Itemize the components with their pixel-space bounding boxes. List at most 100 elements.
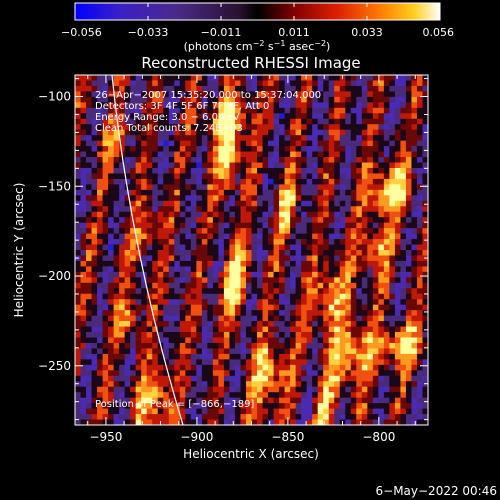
heatmap-pixel	[146, 332, 153, 338]
heatmap-pixel	[405, 167, 412, 174]
heatmap-pixel	[113, 124, 120, 131]
heatmap-pixel	[212, 337, 219, 344]
heatmap-pixel	[179, 386, 186, 393]
heatmap-pixel	[422, 206, 428, 213]
heatmap-pixel	[124, 386, 131, 393]
heatmap-pixel	[301, 228, 308, 234]
heatmap-pixel	[257, 239, 263, 245]
heatmap-pixel	[212, 293, 219, 300]
heatmap-pixel	[295, 75, 302, 81]
heatmap-pixel	[102, 370, 109, 377]
heatmap-pixel	[405, 80, 412, 87]
heatmap-pixel	[113, 173, 120, 180]
heatmap-pixel	[207, 381, 214, 388]
heatmap-pixel	[323, 184, 330, 191]
heatmap-pixel	[361, 321, 368, 327]
heatmap-pixel	[295, 315, 302, 322]
heatmap-pixel	[229, 348, 236, 355]
heatmap-pixel	[361, 157, 368, 163]
heatmap-pixel	[251, 414, 258, 420]
heatmap-pixel	[86, 80, 92, 87]
heatmap-pixel	[251, 151, 258, 158]
heatmap-pixel	[350, 260, 357, 267]
heatmap-pixel	[339, 348, 346, 355]
heatmap-pixel	[268, 255, 274, 262]
heatmap-pixel	[389, 364, 396, 371]
heatmap-pixel	[279, 321, 285, 327]
heatmap-pixel	[378, 381, 385, 388]
heatmap-pixel	[295, 332, 302, 338]
heatmap-pixel	[146, 118, 153, 125]
heatmap-pixel	[394, 107, 401, 114]
heatmap-pixel	[306, 359, 313, 366]
heatmap-pixel	[130, 419, 137, 425]
heatmap-pixel	[334, 162, 341, 169]
heatmap-pixel	[207, 146, 214, 152]
heatmap-pixel	[367, 146, 374, 152]
heatmap-pixel	[124, 85, 131, 92]
heatmap-pixel	[394, 271, 401, 278]
heatmap-pixel	[284, 233, 291, 240]
heatmap-pixel	[416, 419, 423, 425]
heatmap-pixel	[223, 326, 230, 333]
heatmap-pixel	[317, 282, 324, 289]
heatmap-pixel	[179, 408, 186, 415]
heatmap-pixel	[97, 200, 103, 207]
heatmap-pixel	[339, 162, 346, 169]
heatmap-pixel	[80, 277, 87, 284]
heatmap-pixel	[179, 102, 186, 109]
heatmap-pixel	[422, 167, 428, 174]
heatmap-pixel	[212, 222, 219, 229]
heatmap-pixel	[223, 337, 230, 344]
heatmap-pixel	[86, 419, 92, 425]
heatmap-pixel	[295, 107, 302, 114]
heatmap-pixel	[190, 293, 197, 300]
heatmap-pixel	[312, 189, 319, 196]
heatmap-pixel	[251, 200, 258, 207]
heatmap-pixel	[86, 250, 92, 256]
heatmap-pixel	[416, 348, 423, 355]
heatmap-pixel	[207, 408, 214, 415]
heatmap-pixel	[284, 315, 291, 322]
heatmap-pixel	[185, 107, 192, 114]
heatmap-pixel	[124, 124, 131, 131]
heatmap-pixel	[317, 102, 324, 109]
heatmap-pixel	[97, 293, 103, 300]
heatmap-pixel	[240, 178, 247, 185]
heatmap-pixel	[405, 135, 412, 142]
heatmap-pixel	[196, 370, 203, 377]
heatmap-pixel	[416, 408, 423, 415]
heatmap-pixel	[416, 178, 423, 185]
heatmap-pixel	[75, 91, 81, 98]
heatmap-pixel	[323, 102, 330, 109]
heatmap-pixel	[350, 381, 357, 388]
heatmap-pixel	[345, 321, 352, 327]
heatmap-pixel	[245, 304, 252, 311]
heatmap-pixel	[218, 239, 225, 245]
heatmap-pixel	[201, 85, 208, 92]
heatmap-pixel	[179, 113, 186, 120]
heatmap-pixel	[86, 359, 92, 366]
heatmap-pixel	[312, 184, 319, 191]
heatmap-pixel	[334, 140, 341, 147]
heatmap-pixel	[279, 310, 285, 317]
heatmap-pixel	[168, 414, 175, 420]
heatmap-pixel	[201, 146, 208, 152]
heatmap-pixel	[108, 200, 115, 207]
heatmap-pixel	[273, 129, 280, 136]
heatmap-pixel	[334, 348, 341, 355]
heatmap-pixel	[422, 364, 428, 371]
heatmap-pixel	[312, 277, 319, 284]
heatmap-pixel	[295, 189, 302, 196]
heatmap-pixel	[119, 348, 126, 355]
heatmap-pixel	[163, 233, 170, 240]
heatmap-pixel	[306, 255, 313, 262]
heatmap-pixel	[223, 96, 230, 103]
heatmap-pixel	[108, 342, 115, 349]
heatmap-pixel	[174, 282, 181, 289]
heatmap-pixel	[268, 370, 274, 377]
heatmap-pixel	[157, 91, 164, 98]
heatmap-pixel	[135, 250, 142, 256]
heatmap-pixel	[350, 233, 357, 240]
